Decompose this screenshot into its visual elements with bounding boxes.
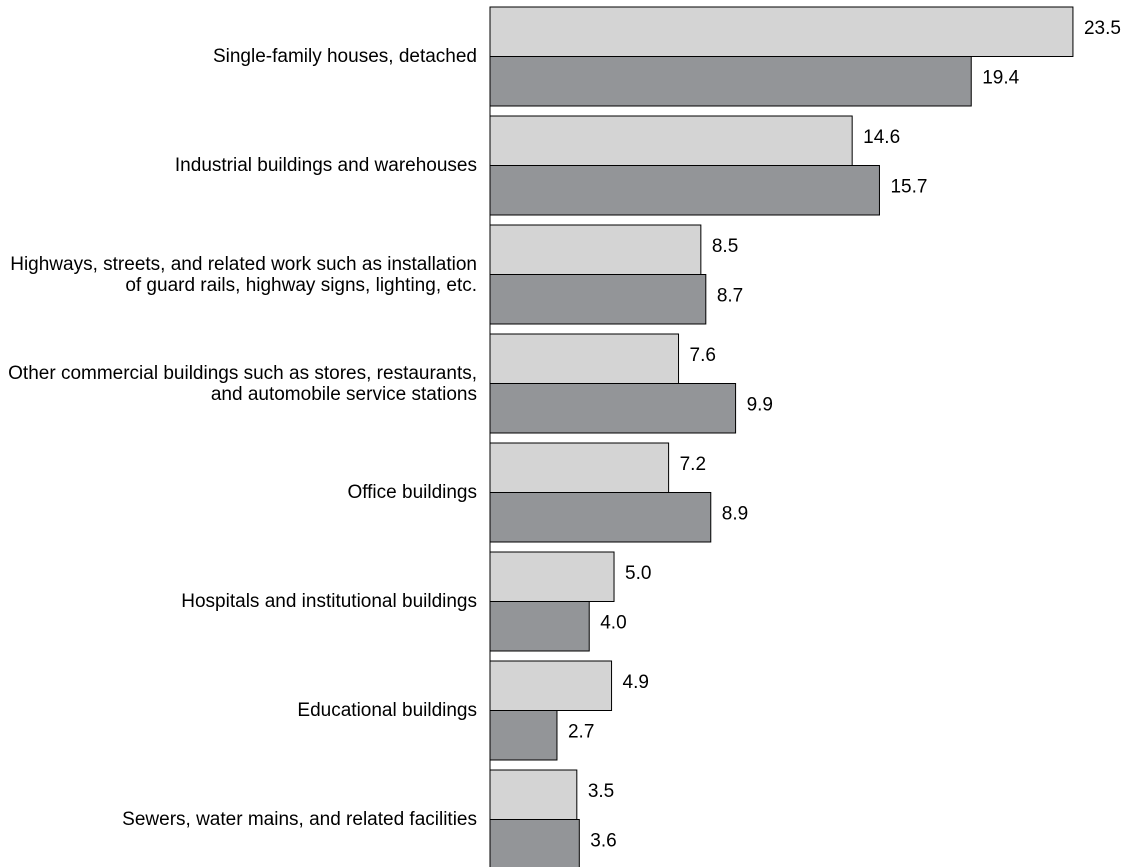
bar [489,165,880,216]
value-label: 8.5 [712,236,738,257]
value-label: 23.5 [1084,18,1121,39]
category-label: Hospitals and institutional buildings [181,591,477,612]
value-label: 15.7 [890,176,927,197]
bar [489,819,580,867]
category-label: Highways, streets, and related work such… [10,253,477,296]
bar [489,6,1074,57]
value-label: 5.0 [625,563,651,584]
value-label: 4.0 [600,612,626,633]
bar [489,442,670,493]
category-label: Single-family houses, detached [212,46,477,67]
bar [489,551,615,602]
category-label: Office buildings [347,482,477,503]
value-label: 8.9 [722,503,748,524]
bar [489,710,558,761]
bar [489,492,712,543]
bar [489,115,853,166]
value-label: 3.5 [588,781,614,802]
category-label: Sewers, water mains, and related facilit… [122,809,477,830]
category-label: Other commercial buildings such as store… [8,362,477,405]
value-label: 2.7 [568,721,594,742]
value-label: 8.7 [717,285,743,306]
bar [489,56,972,107]
value-label: 14.6 [863,127,900,148]
value-label: 19.4 [982,67,1019,88]
bar [489,224,702,275]
value-label: 7.6 [690,345,716,366]
bar [489,333,680,384]
value-label: 9.9 [747,394,773,415]
value-label: 7.2 [680,454,706,475]
bar [489,769,578,820]
bar [489,660,613,711]
category-label: Educational buildings [297,700,477,721]
bar [489,601,590,652]
value-label: 3.6 [590,830,616,851]
category-label: Industrial buildings and warehouses [174,155,477,176]
value-label: 4.9 [623,672,649,693]
bar [489,383,737,434]
bar [489,274,707,325]
